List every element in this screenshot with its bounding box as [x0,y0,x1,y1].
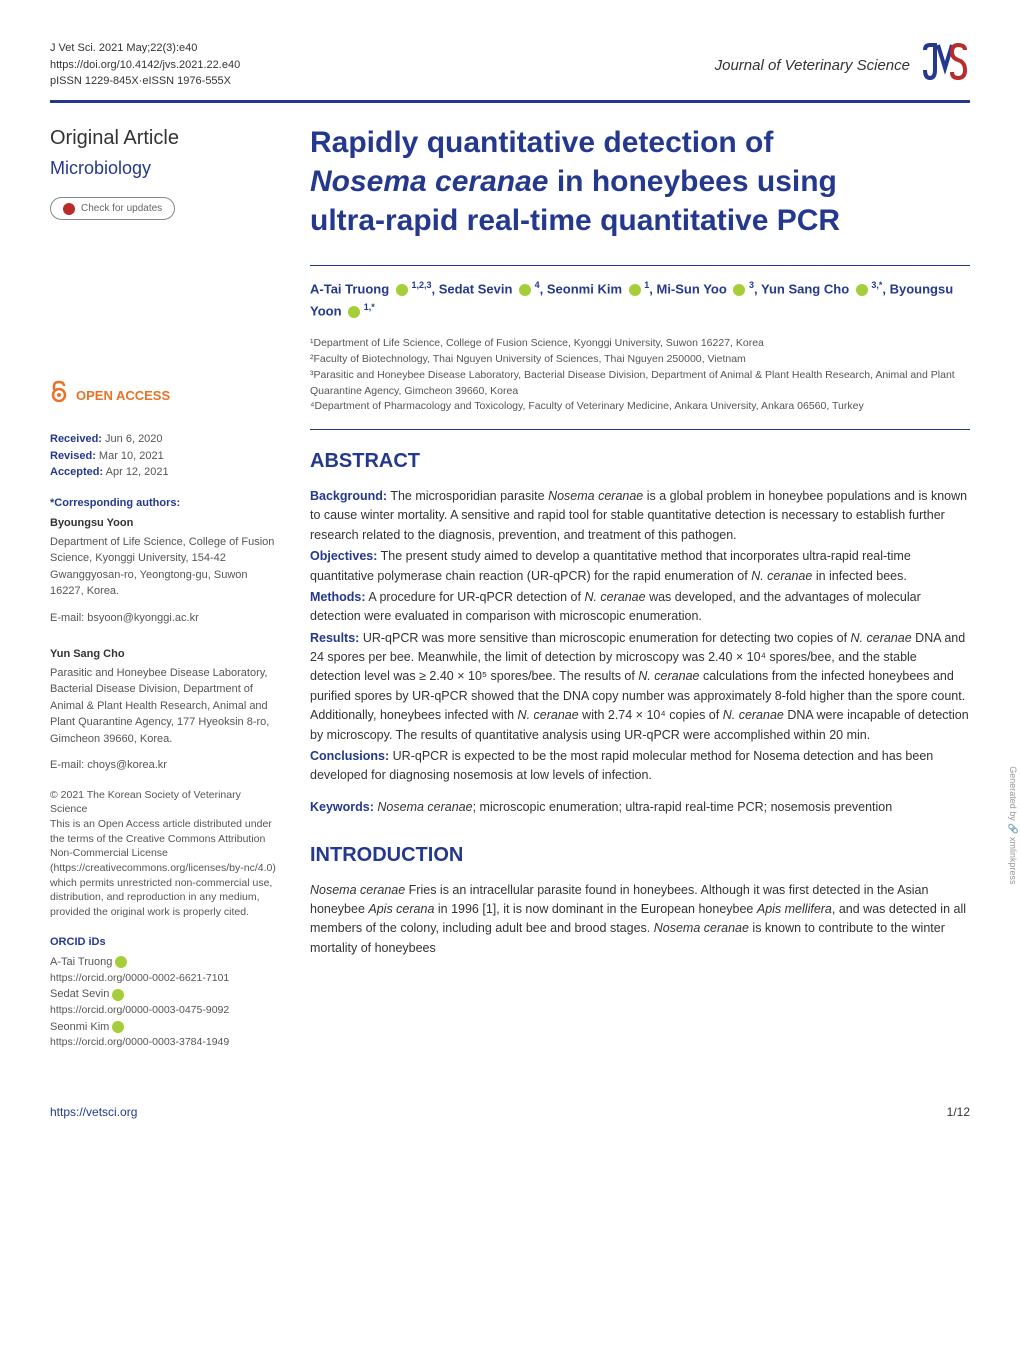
orcid-icon [856,284,868,296]
sidebar: Original Article Microbiology Check for … [50,123,280,1065]
main-content: Rapidly quantitative detection of Nosema… [310,123,970,1065]
received-date: Jun 6, 2020 [105,433,163,445]
corr-author-name: Yun Sang Cho [50,646,280,663]
accepted-date: Apr 12, 2021 [106,466,169,478]
dates-block: Received: Jun 6, 2020 Revised: Mar 10, 2… [50,431,280,481]
footer-page: 1/12 [947,1105,970,1119]
footer-url[interactable]: https://vetsci.org [50,1105,137,1119]
corr-author-address: Department of Life Science, College of F… [50,534,280,600]
conclusions-label: Conclusions: [310,749,389,763]
affiliation: ¹Department of Life Science, College of … [310,336,970,352]
jvs-logo-icon [920,40,970,90]
check-updates-icon [63,203,75,215]
corr-author-email: E-mail: choys@korea.kr [50,757,280,774]
orcid-icon [733,284,745,296]
license-block: © 2021 The Korean Society of Veterinary … [50,788,280,920]
orcid-entry: A-Tai Truong [50,954,280,971]
copyright: © 2021 The Korean Society of Veterinary … [50,788,280,817]
orcid-icon [112,989,124,1001]
journal-title: Journal of Veterinary Science [715,57,910,74]
background-label: Background: [310,489,387,503]
methods-text: A procedure for UR-qPCR detection of N. … [310,590,921,623]
orcid-url[interactable]: https://orcid.org/0000-0003-0475-9092 [50,1003,280,1019]
affiliation: ⁴Department of Pharmacology and Toxicolo… [310,399,970,415]
main-layout: Original Article Microbiology Check for … [50,123,970,1065]
introduction-heading: INTRODUCTION [310,844,970,867]
page-header: J Vet Sci. 2021 May;22(3):e40 https://do… [50,40,970,90]
page-footer: https://vetsci.org 1/12 [50,1105,970,1119]
header-divider [50,100,970,103]
orcid-url[interactable]: https://orcid.org/0000-0002-6621-7101 [50,971,280,987]
issn: pISSN 1229-845X·eISSN 1976-555X [50,73,240,90]
watermark: Generated by 🔗 xmlinkpress [1007,767,1018,885]
revised-label: Revised: [50,450,96,462]
journal-meta: J Vet Sci. 2021 May;22(3):e40 https://do… [50,40,240,90]
check-updates-label: Check for updates [81,201,162,216]
orcid-icon [112,1021,124,1033]
orcid-icon [629,284,641,296]
orcid-icon [348,306,360,318]
orcid-icon [115,956,127,968]
orcid-icon [396,284,408,296]
abstract-body: Background: The microsporidian parasite … [310,487,970,786]
orcid-heading: ORCID iDs [50,934,280,951]
received-label: Received: [50,433,102,445]
accepted-label: Accepted: [50,466,103,478]
corresponding-block: *Corresponding authors: Byoungsu Yoon De… [50,495,280,774]
paper-title: Rapidly quantitative detection of Nosema… [310,123,970,240]
keywords-block: Keywords: Nosema ceranae; microscopic en… [310,800,970,814]
objectives-text: The present study aimed to develop a qua… [310,549,911,582]
keywords-text: Nosema ceranae; microscopic enumeration;… [377,800,892,814]
affiliations: ¹Department of Life Science, College of … [310,336,970,415]
abstract-heading: ABSTRACT [310,450,970,473]
open-access-badge: OPEN ACCESS [50,380,280,411]
orcid-url[interactable]: https://orcid.org/0000-0003-3784-1949 [50,1035,280,1051]
authors-divider-bottom [310,429,970,430]
revised-date: Mar 10, 2021 [99,450,164,462]
open-access-icon [50,380,68,411]
corr-author-email: E-mail: bsyoon@kyonggi.ac.kr [50,610,280,627]
results-text: UR-qPCR was more sensitive than microsco… [310,631,969,742]
affiliation: ²Faculty of Biotechnology, Thai Nguyen U… [310,352,970,368]
authors-divider-top [310,265,970,266]
check-updates-button[interactable]: Check for updates [50,197,175,220]
license-text: This is an Open Access article distribut… [50,817,280,920]
keywords-label: Keywords: [310,800,374,814]
corr-author-name: Byoungsu Yoon [50,515,280,532]
article-type: Original Article [50,123,280,153]
article-category: Microbiology [50,155,280,182]
orcid-entry: Sedat Sevin [50,986,280,1003]
orcid-entry: Seonmi Kim [50,1019,280,1036]
authors-list: A-Tai Truong 1,2,3, Sedat Sevin 4, Seonm… [310,278,970,322]
corr-author-address: Parasitic and Honeybee Disease Laborator… [50,665,280,748]
corresponding-heading: *Corresponding authors: [50,495,280,512]
citation: J Vet Sci. 2021 May;22(3):e40 [50,40,240,57]
introduction-body: Nosema ceranae Fries is an intracellular… [310,881,970,959]
journal-title-block: Journal of Veterinary Science [715,40,970,90]
orcid-block: ORCID iDs A-Tai Truong https://orcid.org… [50,934,280,1051]
orcid-icon [519,284,531,296]
conclusions-text: UR-qPCR is expected to be the most rapid… [310,749,933,782]
open-access-label: OPEN ACCESS [76,386,170,406]
objectives-label: Objectives: [310,549,377,563]
affiliation: ³Parasitic and Honeybee Disease Laborato… [310,368,970,400]
methods-label: Methods: [310,590,366,604]
results-label: Results: [310,631,359,645]
background-text: The microsporidian parasite Nosema ceran… [310,489,967,542]
doi: https://doi.org/10.4142/jvs.2021.22.e40 [50,57,240,74]
